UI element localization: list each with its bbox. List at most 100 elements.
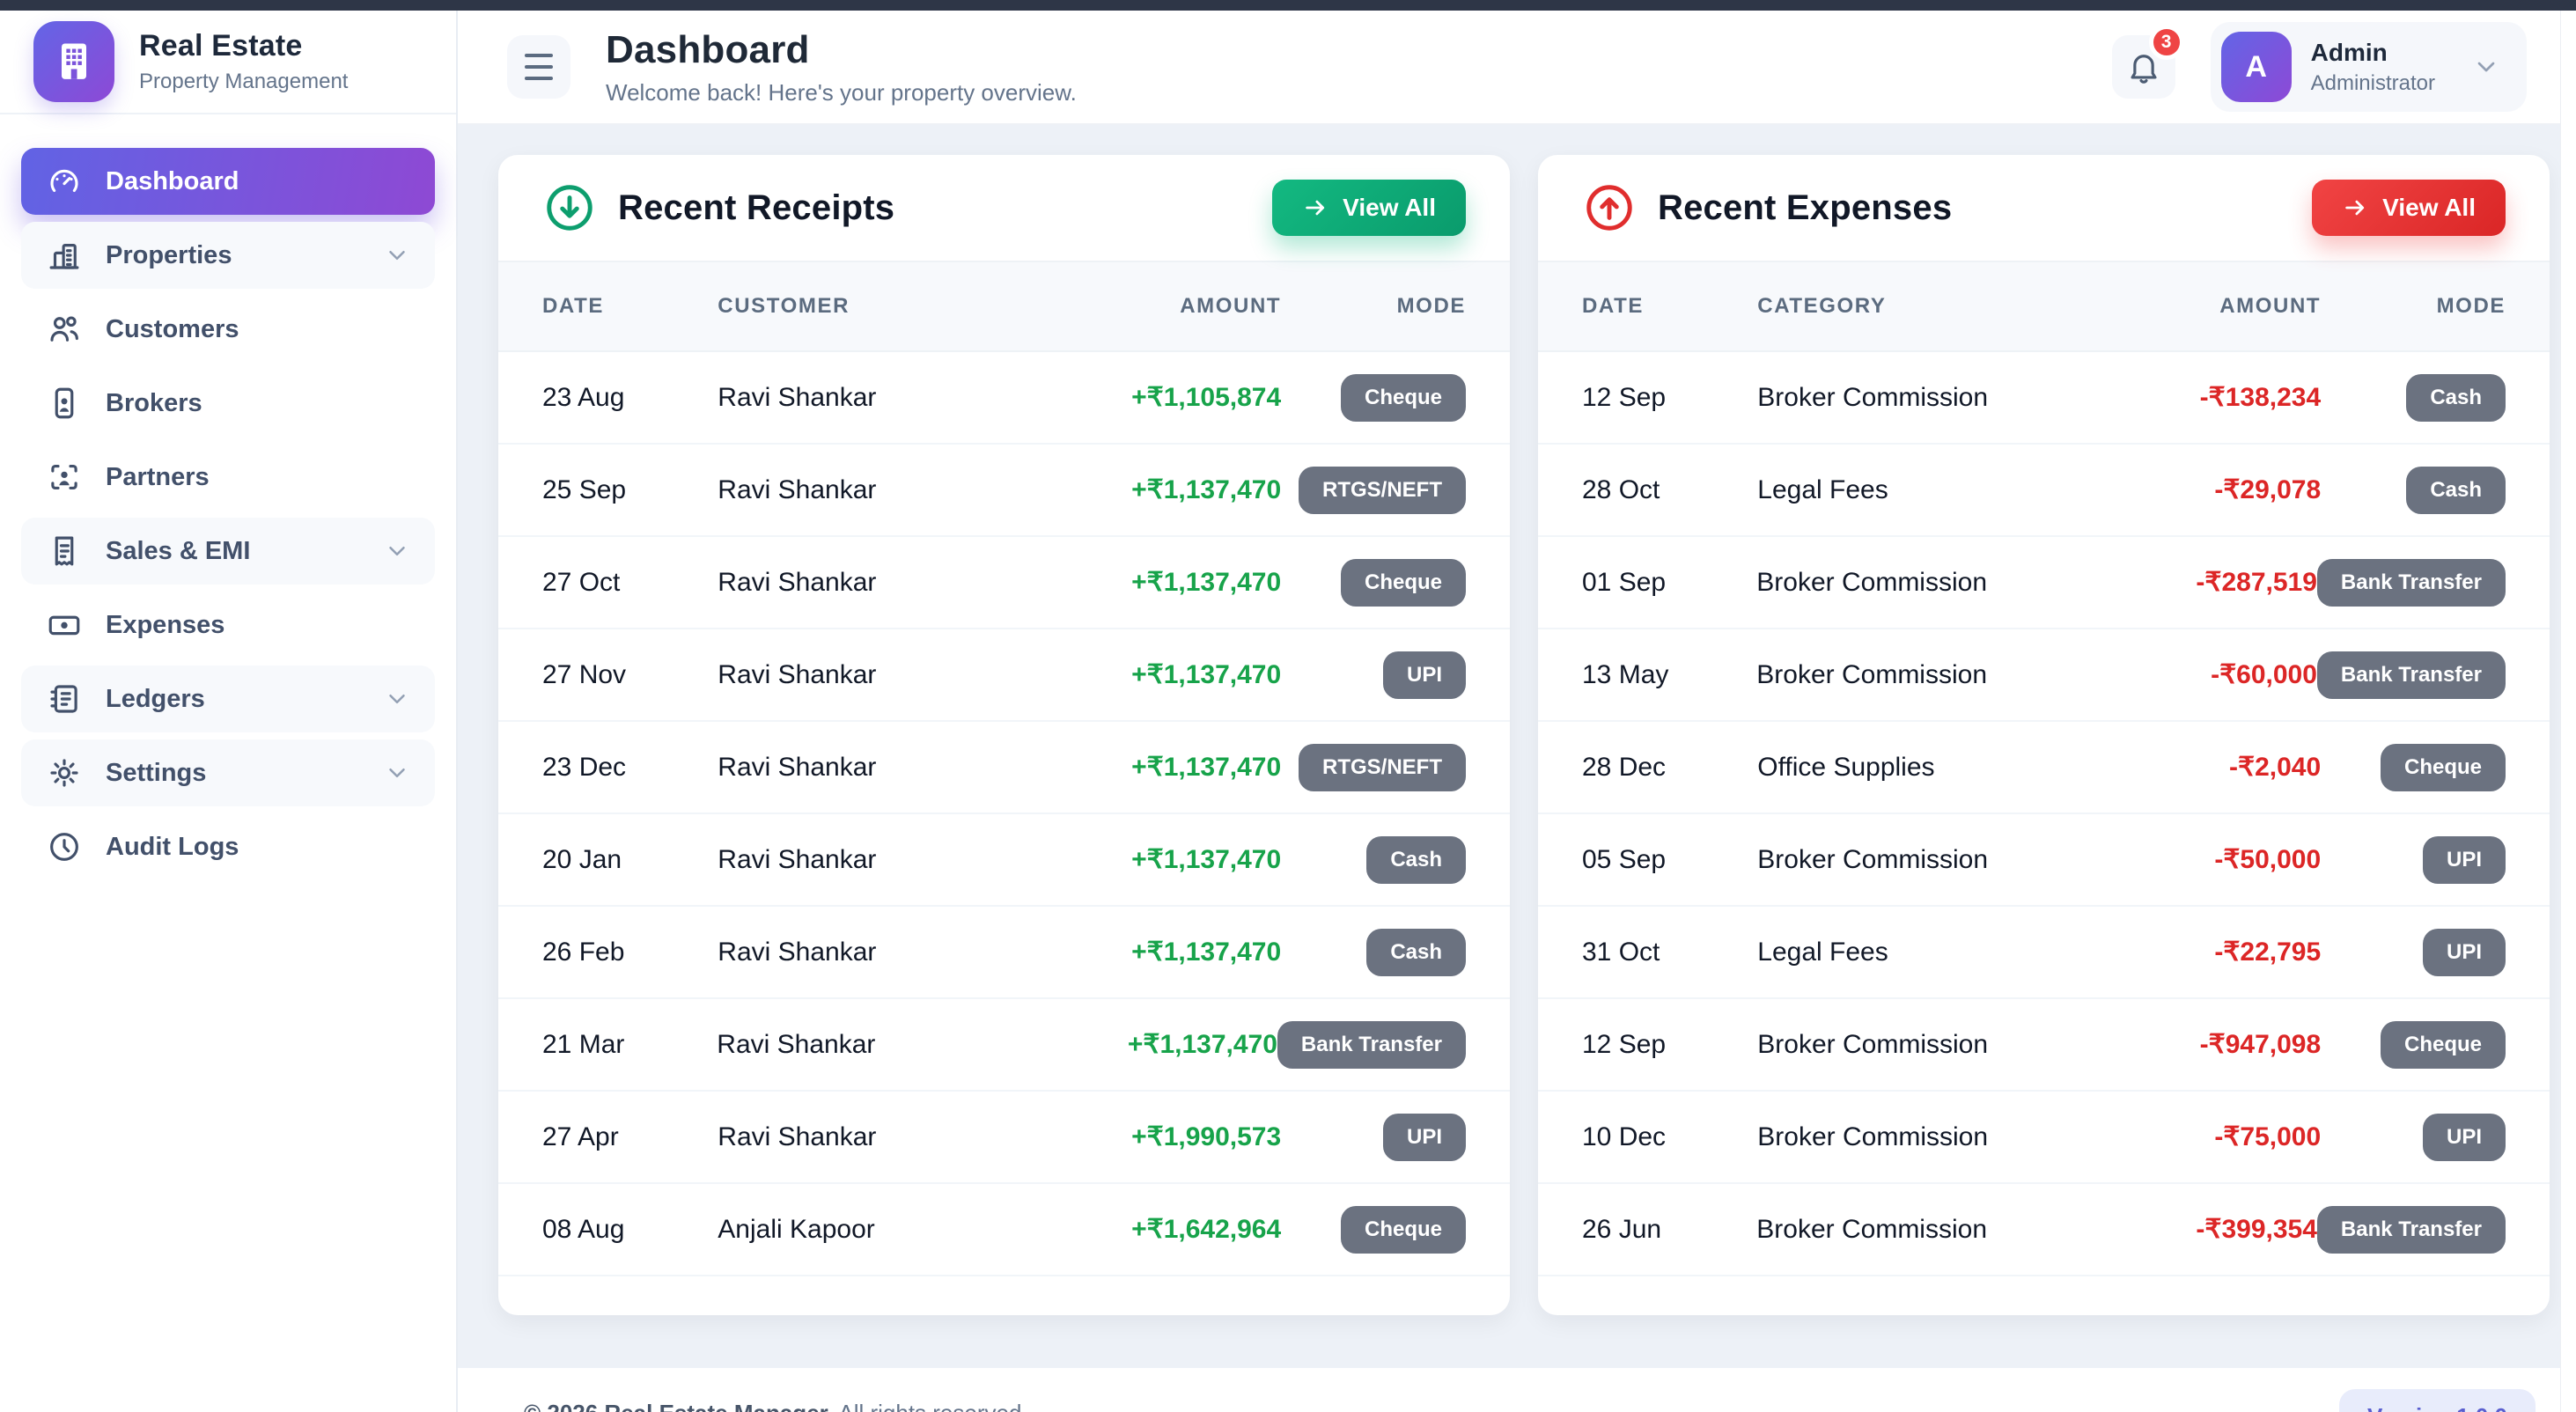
chevron-down-icon xyxy=(384,242,410,268)
sidebar-header: Real Estate Property Management xyxy=(0,11,456,114)
expense-row: 12 Sep Broker Commission -₹947,098 Chequ… xyxy=(1538,999,2550,1092)
bell-icon xyxy=(2125,48,2162,85)
sidebar-item-audit-logs[interactable]: Audit Logs xyxy=(21,813,435,880)
receipts-table-header: DATE CUSTOMER AMOUNT MODE xyxy=(498,261,1510,352)
expense-date: 05 Sep xyxy=(1582,844,1667,874)
expenses-table-header: DATE CATEGORY AMOUNT MODE xyxy=(1538,261,2550,352)
receipt-row: 23 Dec Ravi Shankar +₹1,137,470 RTGS/NEF… xyxy=(498,722,1510,814)
expense-date: 12 Sep xyxy=(1582,382,1667,412)
expense-category: Broker Commission xyxy=(1757,1029,1989,1059)
receipt-amount: +₹1,137,470 xyxy=(1131,938,1282,967)
app-tagline: Property Management xyxy=(139,70,349,93)
sidebar-toggle-button[interactable] xyxy=(507,35,570,99)
expense-date: 12 Sep xyxy=(1582,1029,1667,1059)
receipt-date: 08 Aug xyxy=(542,1214,625,1244)
sidebar: Real Estate Property Management Dashboar… xyxy=(0,11,458,1412)
recent-expenses-card: Recent Expenses View All DATE CATEGORY A… xyxy=(1538,155,2550,1315)
sidebar-item-partners[interactable]: Partners xyxy=(21,444,435,511)
mode-badge: Cheque xyxy=(1340,373,1466,422)
card-title: Recent Expenses xyxy=(1658,188,1953,227)
expense-amount: -₹287,519 xyxy=(2196,568,2317,597)
receipt-customer: Ravi Shankar xyxy=(718,937,877,967)
receipt-date: 27 Apr xyxy=(542,1122,619,1151)
sidebar-item-settings[interactable]: Settings xyxy=(21,739,435,806)
expense-category: Broker Commission xyxy=(1756,1214,1988,1244)
mode-badge: UPI xyxy=(2422,928,2506,976)
receipt-date: 20 Jan xyxy=(542,844,622,874)
sidebar-nav: Dashboard Properties Customers Brokers xyxy=(0,114,456,914)
sidebar-item-brokers[interactable]: Brokers xyxy=(21,370,435,437)
column-header-date: DATE xyxy=(1582,294,1644,318)
receipt-customer: Ravi Shankar xyxy=(718,1122,877,1151)
expense-category: Legal Fees xyxy=(1757,937,1888,967)
page-header: Dashboard Welcome back! Here's your prop… xyxy=(458,11,2576,125)
sidebar-item-label: Ledgers xyxy=(106,684,205,713)
chevron-down-icon xyxy=(384,686,410,712)
column-header-category: CATEGORY xyxy=(1757,294,1887,318)
recent-receipts-card: Recent Receipts View All DATE CUSTOMER A… xyxy=(498,155,1510,1315)
user-menu[interactable]: A Admin Administrator xyxy=(2210,22,2527,112)
expense-category: Legal Fees xyxy=(1757,474,1888,504)
gauge-icon xyxy=(46,163,83,200)
receipt-date: 26 Feb xyxy=(542,937,625,967)
column-header-date: DATE xyxy=(542,294,604,318)
receipt-customer: Ravi Shankar xyxy=(718,752,877,782)
receipt-date: 27 Oct xyxy=(542,567,621,597)
expense-amount: -₹22,795 xyxy=(2214,938,2322,967)
receipt-date: 23 Dec xyxy=(542,752,627,782)
receipt-date: 27 Nov xyxy=(542,659,627,689)
id-badge-icon xyxy=(46,385,83,422)
column-header-mode: MODE xyxy=(2436,294,2506,318)
receipt-amount: +₹1,137,470 xyxy=(1131,568,1282,597)
column-header-customer: CUSTOMER xyxy=(718,294,850,318)
arrow-down-circle-icon xyxy=(542,180,597,235)
app-name: Real Estate xyxy=(139,29,303,63)
gear-icon xyxy=(46,754,83,791)
notification-badge: 3 xyxy=(2148,25,2184,60)
receipts-view-all-button[interactable]: View All xyxy=(1272,180,1466,236)
expense-category: Broker Commission xyxy=(1756,659,1988,689)
receipt-date: 21 Mar xyxy=(542,1029,625,1059)
version-badge: Version 1.0.0 xyxy=(2339,1389,2536,1412)
expense-date: 31 Oct xyxy=(1582,937,1660,967)
mode-badge: Cheque xyxy=(1340,558,1466,607)
card-title: Recent Receipts xyxy=(618,188,895,227)
expense-row: 31 Oct Legal Fees -₹22,795 UPI xyxy=(1538,907,2550,999)
mode-badge: Cheque xyxy=(1340,1205,1466,1254)
receipt-amount: +₹1,137,470 xyxy=(1131,753,1282,782)
sidebar-item-properties[interactable]: Properties xyxy=(21,222,435,289)
receipt-amount: +₹1,137,470 xyxy=(1127,1030,1277,1059)
expense-amount: -₹399,354 xyxy=(2196,1215,2317,1244)
mode-badge: Cash xyxy=(2406,466,2506,514)
sidebar-item-customers[interactable]: Customers xyxy=(21,296,435,363)
expense-row: 28 Dec Office Supplies -₹2,040 Cheque xyxy=(1538,722,2550,814)
sidebar-item-dashboard[interactable]: Dashboard xyxy=(21,148,435,215)
expense-row: 12 Sep Broker Commission -₹138,234 Cash xyxy=(1538,352,2550,445)
mode-badge: Cash xyxy=(1366,928,1466,976)
sidebar-item-label: Customers xyxy=(106,314,239,343)
mode-badge: UPI xyxy=(1382,651,1466,699)
receipt-customer: Ravi Shankar xyxy=(718,567,877,597)
expense-category: Office Supplies xyxy=(1757,752,1935,782)
expense-category: Broker Commission xyxy=(1757,382,1989,412)
expenses-view-all-button[interactable]: View All xyxy=(2312,180,2506,236)
sidebar-item-sales-emi[interactable]: Sales & EMI xyxy=(21,518,435,585)
scrollbar[interactable] xyxy=(2560,11,2576,1412)
receipt-amount: +₹1,105,874 xyxy=(1131,383,1282,412)
receipt-date: 23 Aug xyxy=(542,382,625,412)
chevron-down-icon xyxy=(384,760,410,786)
mode-badge: Bank Transfer xyxy=(2316,1205,2506,1254)
sidebar-item-expenses[interactable]: Expenses xyxy=(21,592,435,658)
arrow-right-icon xyxy=(1302,195,1328,221)
expense-row: 28 Oct Legal Fees -₹29,078 Cash xyxy=(1538,445,2550,537)
column-header-amount: AMOUNT xyxy=(1180,294,1282,318)
receipt-customer: Ravi Shankar xyxy=(718,844,877,874)
mode-badge: UPI xyxy=(2422,835,2506,884)
sidebar-item-ledgers[interactable]: Ledgers xyxy=(21,666,435,732)
expense-amount: -₹947,098 xyxy=(2199,1030,2322,1059)
mode-badge: Cash xyxy=(2406,373,2506,422)
expense-amount: -₹60,000 xyxy=(2211,660,2317,689)
expense-date: 26 Jun xyxy=(1582,1214,1662,1244)
notifications-button[interactable]: 3 xyxy=(2111,25,2184,99)
window-top-bar xyxy=(0,0,2576,11)
